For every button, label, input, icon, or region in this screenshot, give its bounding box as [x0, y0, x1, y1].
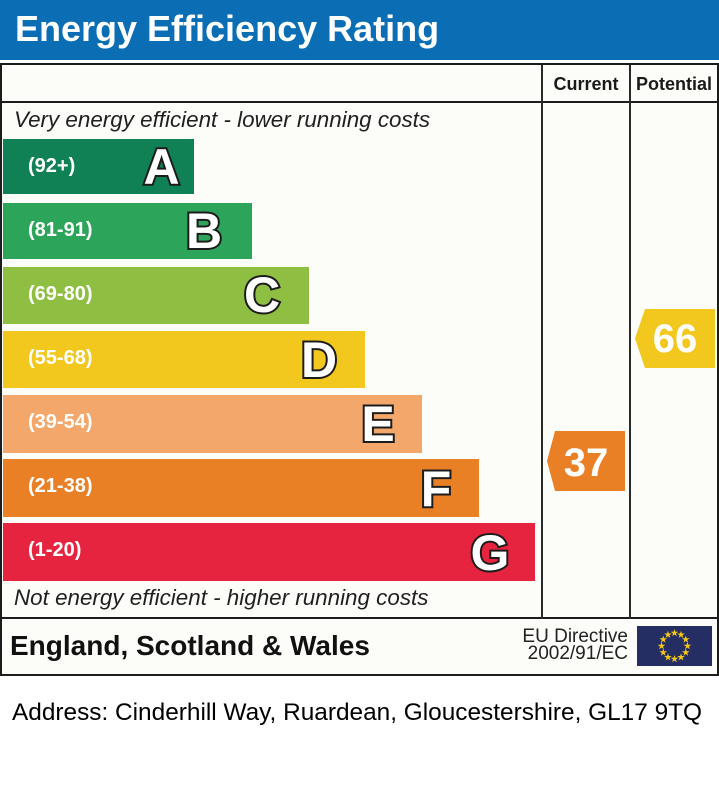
svg-text:D: D — [301, 332, 337, 388]
svg-text:E: E — [361, 396, 394, 452]
svg-text:C: C — [244, 267, 280, 323]
svg-text:G: G — [471, 525, 510, 581]
svg-text:F: F — [421, 461, 452, 517]
svg-text:A: A — [143, 139, 179, 195]
svg-text:B: B — [186, 203, 222, 259]
